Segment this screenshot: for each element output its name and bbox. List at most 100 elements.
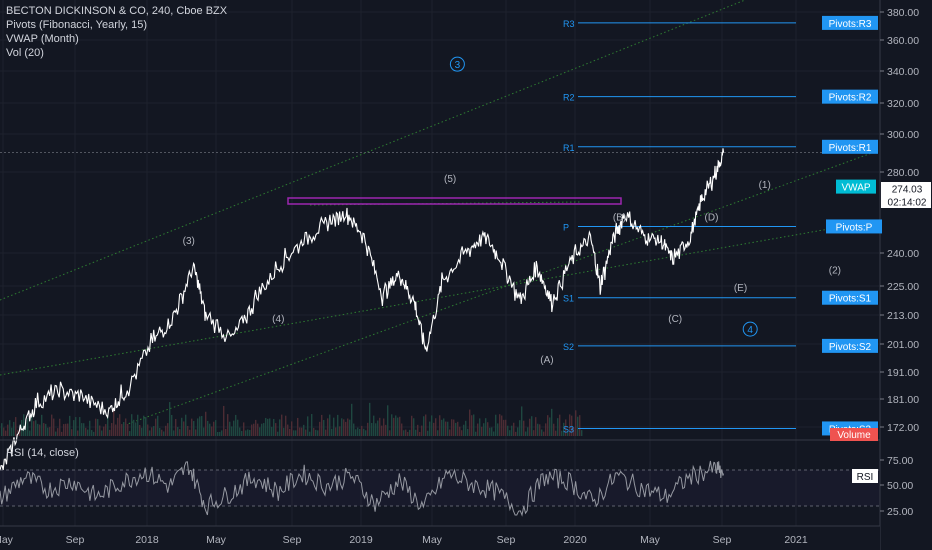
volume-bar [383, 418, 385, 436]
resistance-zone[interactable] [287, 197, 622, 205]
volume-bar [445, 421, 447, 436]
wave-annotations: (3)(4)(5)(A)(B)(C)(D)(E)(1)(2)(3)(4)(5)3… [183, 9, 932, 366]
volume-bar [375, 423, 377, 436]
indicator-vwap[interactable]: VWAP (Month) [6, 33, 79, 45]
volume-bar [59, 418, 61, 436]
wave-circle-label: 3 [449, 56, 465, 72]
volume-bar [29, 430, 31, 436]
volume-bar [231, 426, 233, 436]
volume-bar [409, 429, 411, 436]
volume-bar [321, 414, 323, 436]
volume-bar [501, 415, 503, 436]
rsi-tick-label: 75.00 [887, 455, 913, 467]
volume-bar [151, 427, 153, 436]
indicator-pivots[interactable]: Pivots (Fibonacci, Yearly, 15) [6, 19, 148, 31]
volume-bar [101, 430, 103, 436]
volume-bar [441, 419, 443, 436]
volume-bar [453, 419, 455, 436]
volume-bar [305, 429, 307, 436]
volume-bar [153, 426, 155, 436]
volume-bar [367, 422, 369, 436]
time-tick-label: Sep [497, 534, 516, 546]
volume-bar [499, 414, 501, 436]
volume-bar [567, 431, 569, 436]
volume-bar [449, 429, 451, 436]
volume-bar [159, 427, 161, 436]
volume-bar [139, 424, 141, 436]
pivot-label-bg [822, 290, 878, 305]
volume-bar [223, 405, 225, 436]
price-tick-label: 225.00 [887, 281, 919, 293]
volume-bar [71, 429, 73, 436]
volume-bar [377, 420, 379, 436]
volume-bar [495, 414, 497, 436]
volume-bar [65, 423, 67, 436]
volume-bar [5, 430, 7, 436]
indicator-volume[interactable]: Vol (20) [6, 47, 44, 59]
volume-bar [317, 430, 319, 436]
volume-bar [517, 427, 519, 436]
volume-bar [177, 427, 179, 436]
volume-bar [61, 431, 63, 436]
volume-bar [513, 422, 515, 436]
volume-bar [135, 422, 137, 436]
volume-bar [131, 414, 133, 436]
volume-bar [527, 427, 529, 436]
last-price-tag: 274.03 [892, 185, 923, 196]
volume-bar [423, 416, 425, 436]
rsi-title[interactable]: RSI (14, close) [6, 447, 79, 459]
volume-bar [113, 409, 115, 436]
trend-line [0, 219, 881, 376]
symbol-title[interactable]: BECTON DICKINSON & CO, 240, Cboe BZX [6, 5, 228, 17]
volume-bar [425, 414, 427, 436]
volume-bar [463, 424, 465, 436]
volume-bar [357, 427, 359, 436]
volume-bar [281, 414, 283, 436]
wave-label: (5) [444, 174, 456, 185]
volume-bar [543, 431, 545, 436]
volume-bar [511, 425, 513, 436]
volume-bar [241, 430, 243, 436]
price-axis-bg [880, 0, 932, 550]
volume-bar [467, 428, 469, 436]
volume-bar [249, 429, 251, 436]
volume-bar [73, 420, 75, 436]
volume-bar [181, 417, 183, 436]
volume-bar [471, 415, 473, 436]
volume-bar [553, 423, 555, 436]
volume-bar [63, 424, 65, 436]
price-tick-label: 300.00 [887, 129, 919, 141]
volume-bar [253, 423, 255, 436]
volume-bar [39, 424, 41, 436]
volume-bar [555, 430, 557, 436]
volume-bar [109, 429, 111, 436]
wave-circle-text: 3 [455, 60, 461, 71]
pivot-label-bg [826, 219, 882, 234]
rsi-legend[interactable]: RSI (14, close) [6, 446, 79, 460]
volume-bar [279, 419, 281, 436]
volume-bar [87, 429, 89, 436]
pivot-marker: S3 [563, 424, 574, 434]
volume-bar [573, 427, 575, 436]
volume-bar [525, 431, 527, 436]
volume-bar [413, 418, 415, 436]
volume-bar [399, 416, 401, 436]
volume-bar [299, 427, 301, 436]
rsi-value-bg [852, 469, 878, 483]
volume-bar [265, 417, 267, 436]
volume-bar [7, 424, 9, 436]
volume-bar [67, 423, 69, 436]
volume-bar [575, 410, 577, 436]
volume-bar [547, 415, 549, 436]
volume-bar [275, 423, 277, 436]
volume-bar [427, 430, 429, 436]
volume-bar [559, 414, 561, 436]
volume-bar [483, 423, 485, 436]
volume-bar [171, 414, 173, 436]
volume-bar [179, 429, 181, 436]
time-tick-label: Sep [66, 534, 85, 546]
wave-circle-label: 4 [742, 321, 758, 337]
volume-bar [207, 420, 209, 436]
volume-label-bg [830, 428, 878, 441]
